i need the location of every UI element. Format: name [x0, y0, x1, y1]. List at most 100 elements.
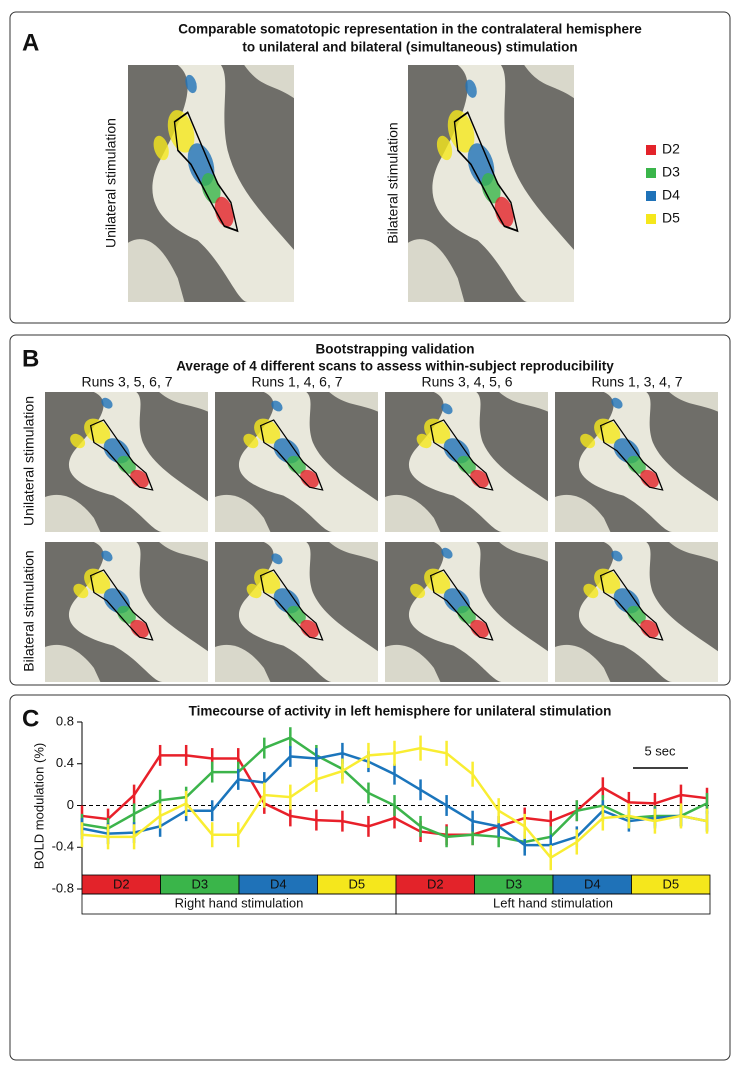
- activation-blob: [494, 196, 514, 228]
- activation-blob: [436, 135, 453, 161]
- brain-surface: [159, 392, 208, 412]
- brain-surface: [669, 542, 718, 562]
- roi-outline: [89, 569, 154, 641]
- activation-blob: [424, 568, 451, 594]
- activation-blob: [470, 619, 489, 638]
- y-axis-label: BOLD modulation (%): [31, 743, 46, 869]
- row-label: Unilateral stimulation: [21, 396, 37, 526]
- brain-surface: [128, 239, 185, 302]
- activation-blob: [583, 583, 599, 599]
- roi-outline: [599, 419, 664, 491]
- brain-surface: [45, 494, 101, 532]
- block-digit: D3: [505, 876, 522, 891]
- brain-surface: [329, 542, 378, 562]
- activation-blob: [441, 403, 453, 415]
- brain-surface: [329, 392, 378, 412]
- row-label: Bilateral stimulation: [21, 550, 37, 671]
- column-label: Runs 3, 5, 6, 7: [81, 374, 172, 390]
- legend-swatch: [646, 168, 656, 178]
- legend-swatch: [646, 191, 656, 201]
- activation-blob: [271, 553, 283, 565]
- block-box: [395, 893, 711, 915]
- brain-image: [385, 542, 548, 682]
- brain-image: [128, 65, 294, 302]
- activation-blob: [101, 550, 113, 562]
- column-label: Runs 1, 3, 4, 7: [591, 374, 682, 390]
- legend-label: D2: [662, 141, 680, 157]
- brain-surface: [215, 644, 271, 682]
- panel-title: to unilateral and bilateral (simultaneou…: [242, 40, 577, 55]
- panel-c-frame: [9, 694, 731, 1061]
- legend-label: D4: [662, 187, 680, 203]
- y-tick-label: 0.4: [56, 755, 74, 770]
- scale-label: 5 sec: [644, 743, 676, 758]
- roi-outline: [89, 419, 154, 491]
- roi-outline: [599, 569, 664, 641]
- panel-b-frame: [9, 334, 731, 686]
- brain-surface: [385, 644, 441, 682]
- activation-blob: [594, 568, 621, 594]
- roi-outline: [259, 419, 324, 491]
- column-label: Runs 1, 4, 6, 7: [251, 374, 342, 390]
- brain-surface: [385, 494, 441, 532]
- activation-blob: [254, 418, 281, 444]
- block-digit: D2: [427, 876, 444, 891]
- block-digit: D4: [584, 876, 601, 891]
- y-tick-label: 0: [67, 797, 74, 812]
- roi-outline: [453, 111, 519, 233]
- brain-image: [555, 392, 718, 532]
- brain-surface: [45, 644, 101, 682]
- activation-blob: [465, 79, 477, 98]
- legend-swatch: [646, 145, 656, 155]
- activation-blob: [84, 568, 111, 594]
- brain-image: [45, 392, 208, 532]
- panel-subtitle: Average of 4 different scans to assess w…: [176, 359, 614, 374]
- activation-blob: [611, 550, 623, 562]
- panel-title: Comparable somatotopic representation in…: [178, 22, 642, 37]
- block-digit: D5: [348, 876, 365, 891]
- brain-surface: [669, 392, 718, 412]
- activation-blob: [441, 547, 453, 559]
- brain-surface: [499, 392, 548, 412]
- brain-surface: [215, 494, 271, 532]
- roi-outline: [259, 569, 324, 641]
- block-label: Right hand stimulation: [175, 895, 304, 910]
- brain-surface: [555, 644, 611, 682]
- chart-title: Timecourse of activity in left hemispher…: [189, 704, 612, 719]
- block-digit: D2: [113, 876, 130, 891]
- activation-blob: [246, 583, 262, 599]
- brain-image: [385, 392, 548, 532]
- y-tick-label: 0.8: [56, 713, 74, 728]
- activation-blob: [243, 433, 259, 449]
- activation-blob: [611, 397, 623, 409]
- activation-blob: [300, 469, 319, 488]
- y-tick-label: -0.4: [52, 839, 74, 854]
- activation-blob: [130, 469, 149, 488]
- activation-blob: [470, 469, 489, 488]
- activation-blob: [130, 619, 149, 638]
- brain-image: [408, 65, 574, 302]
- block-digit: D4: [270, 876, 287, 891]
- activation-blob: [70, 433, 86, 449]
- y-tick-label: -0.8: [52, 880, 74, 895]
- block-digit: D5: [662, 876, 679, 891]
- panel-title: Bootstrapping validation: [315, 342, 474, 357]
- activation-blob: [153, 135, 169, 161]
- activation-blob: [271, 400, 283, 412]
- brain-surface: [524, 65, 574, 99]
- panel-a-frame: [9, 11, 731, 324]
- activation-blob: [73, 583, 89, 599]
- activation-blob: [580, 433, 596, 449]
- brain-image: [555, 542, 718, 682]
- block-label: Left hand stimulation: [493, 895, 613, 910]
- panel-label: A: [22, 29, 39, 56]
- legend-label: D3: [662, 164, 680, 180]
- roi-outline: [173, 111, 239, 233]
- activation-blob: [416, 433, 432, 449]
- activation-blob: [254, 568, 281, 594]
- roi-outline: [429, 569, 494, 641]
- legend-label: D5: [662, 210, 680, 226]
- activation-blob: [214, 196, 234, 228]
- row-label: Bilateral stimulation: [385, 122, 401, 243]
- activation-blob: [167, 110, 195, 153]
